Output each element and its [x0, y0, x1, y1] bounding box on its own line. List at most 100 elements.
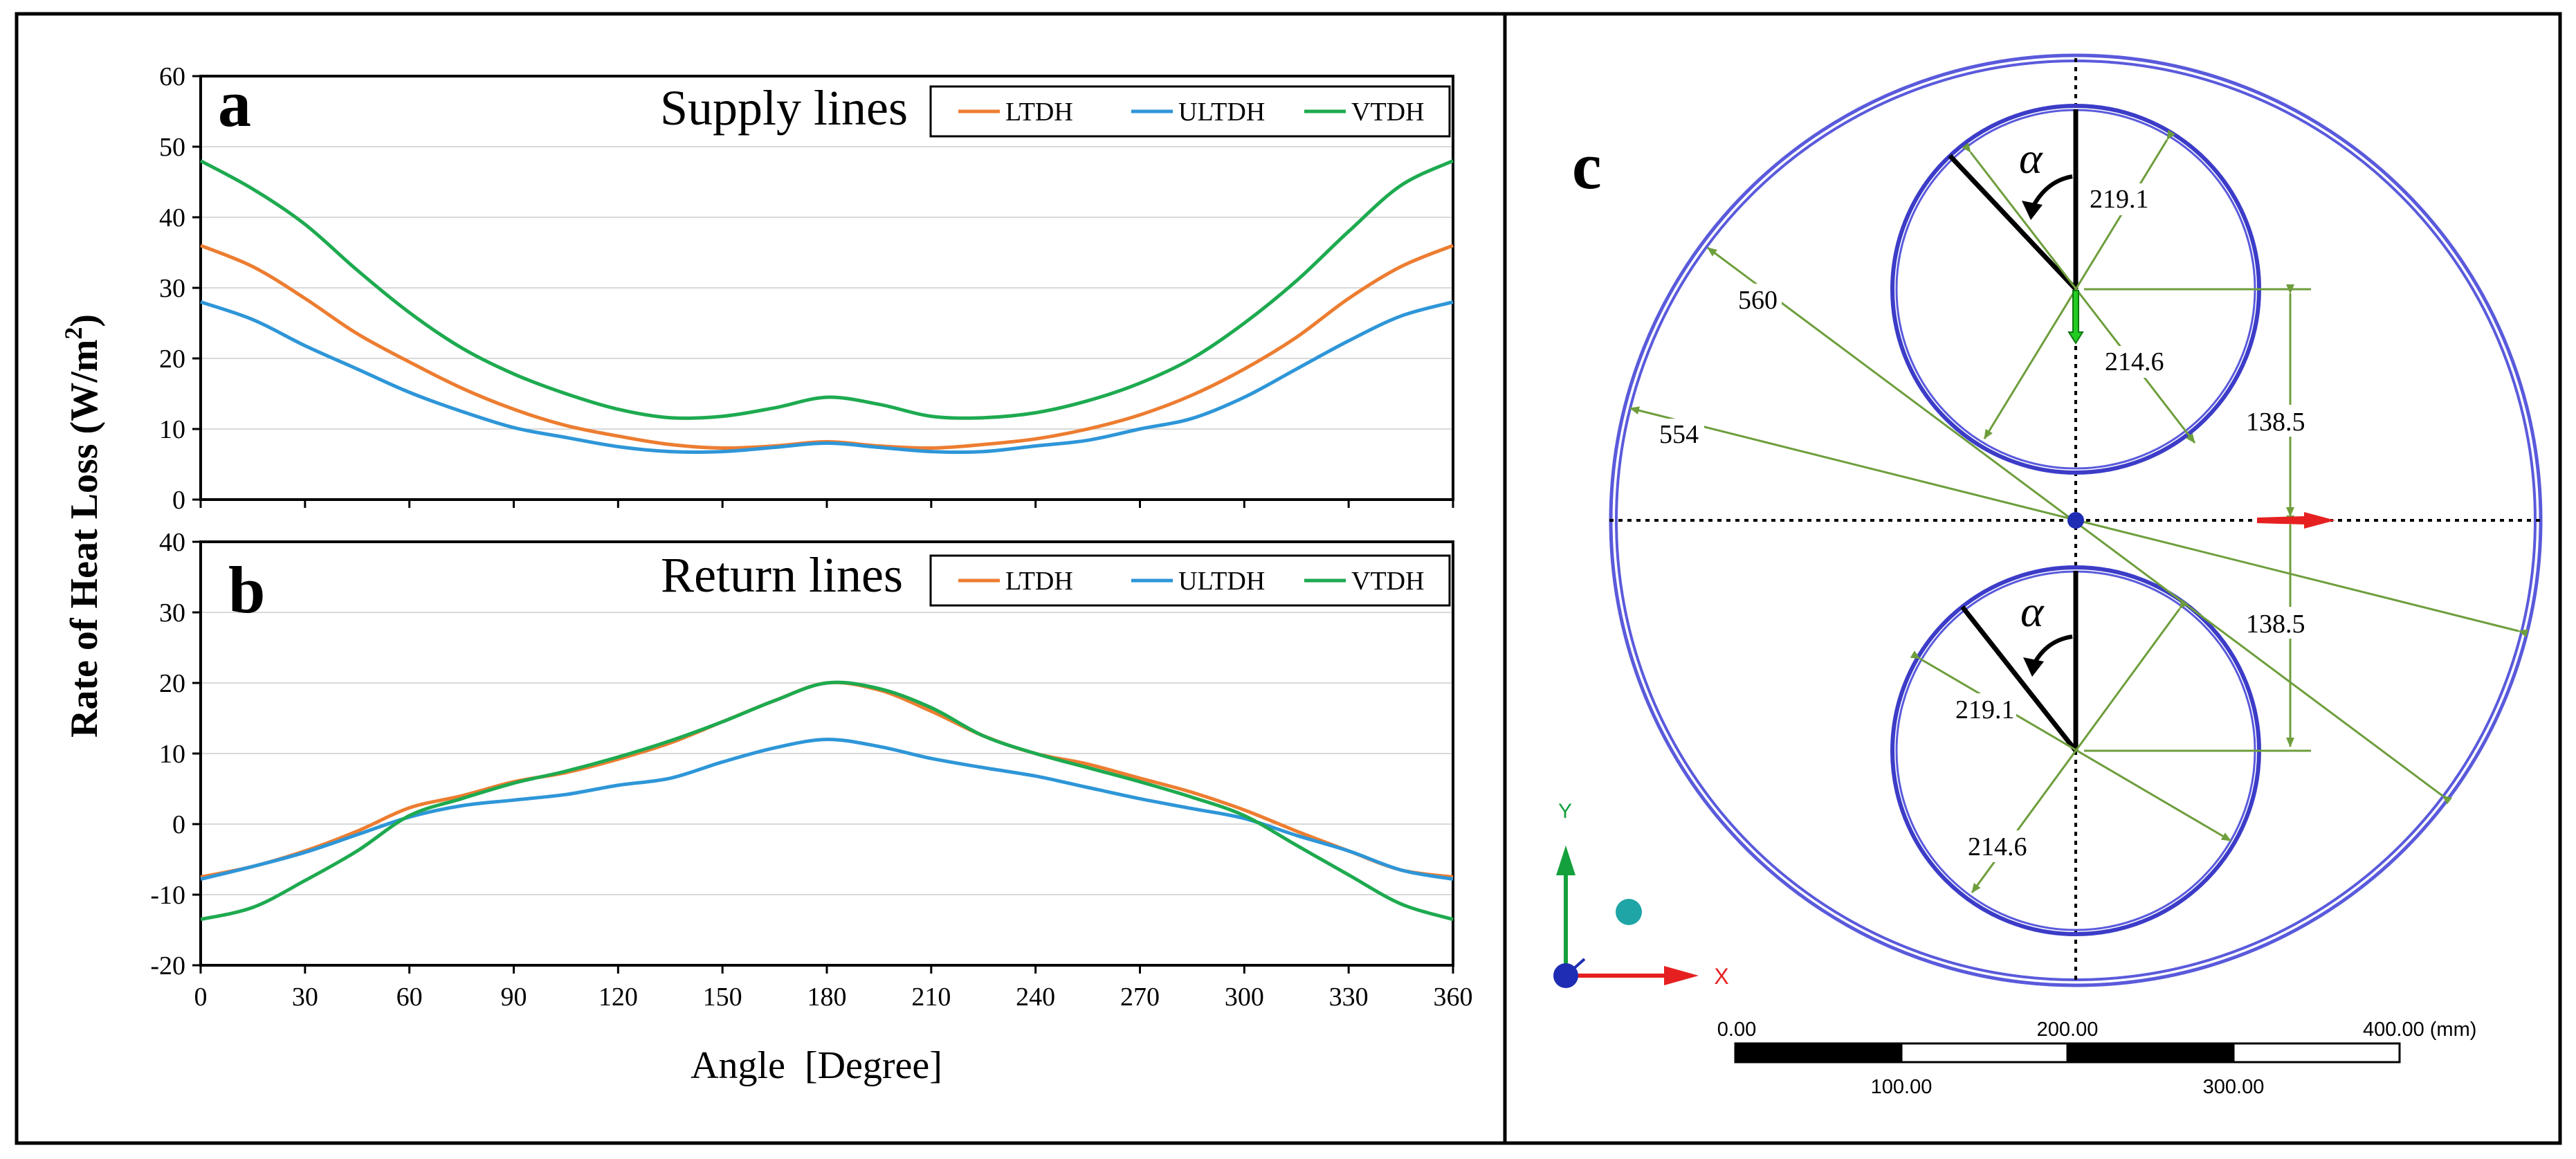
x-tick-label: 120 — [599, 983, 638, 1012]
y-tick-label: 40 — [159, 528, 185, 557]
legend-label-ltdh: LTDH — [1005, 567, 1073, 596]
y-axis-label-sup: 2 — [60, 327, 87, 340]
x-tick-label: 300 — [1225, 983, 1264, 1012]
panel-letter-a: a — [218, 66, 251, 140]
dim-label-214-top: 214.6 — [2105, 347, 2164, 376]
y-tick-label: 10 — [159, 415, 185, 444]
label-bg-138-bottom — [2242, 607, 2318, 639]
alpha-symbol-top: α — [2019, 134, 2043, 183]
scale-seg-3 — [2066, 1042, 2235, 1064]
legend-label-vtdh: VTDH — [1351, 567, 1425, 596]
panel-letter-c: c — [1572, 129, 1602, 203]
alpha-arrowhead-top — [2022, 201, 2043, 220]
series-line-vtdh — [200, 680, 1454, 922]
dim-label-219-bottom: 219.1 — [1955, 695, 2015, 724]
label-bg-138-top — [2242, 405, 2318, 437]
series-b — [200, 680, 1454, 922]
x-tick-label: 270 — [1120, 983, 1160, 1012]
x-tick-label: 330 — [1329, 983, 1369, 1012]
ticks-a: 0 10 20 30 40 50 60 — [159, 62, 1454, 515]
x-tick-label: 360 — [1434, 983, 1473, 1012]
label-bg-214-bottom — [1965, 830, 2029, 862]
scale-seg-2 — [1900, 1042, 2069, 1064]
triad-y-label: Y — [1558, 800, 1572, 823]
y-tick-label: 40 — [159, 203, 185, 232]
dimension-labels: 560 554 219.1 214.6 138.5 138.5 219.1 21… — [1656, 183, 2318, 862]
ticks-b: -20 -10 0 10 20 30 40 0 30 60 90 120 150 180 210 240 270… — [150, 528, 1472, 1012]
alpha-arrowhead-bottom — [2023, 657, 2044, 677]
x-axis-label: Angle [Degree] — [691, 1044, 942, 1087]
chart-supply-lines: 0 10 20 30 40 50 60 a Supply lines LTDH ULTDH VT… — [159, 62, 1454, 515]
legend-label-vtdh: VTDH — [1351, 98, 1425, 127]
y-tick-label: 20 — [159, 345, 185, 374]
chart-return-lines: -20 -10 0 10 20 30 40 0 30 60 90 120 150 180 210 240 270… — [150, 528, 1472, 1012]
y-tick-label: 60 — [159, 62, 185, 91]
dim-label-138-bottom: 138.5 — [2246, 610, 2305, 639]
y-tick-label: 20 — [159, 669, 185, 698]
y-tick-label: -20 — [150, 951, 185, 980]
y-tick-label: 30 — [159, 274, 185, 303]
legend-label-ultdh: ULTDH — [1178, 567, 1265, 596]
dim-label-214-bottom: 214.6 — [1968, 832, 2027, 861]
alpha-radius-top — [1948, 154, 2078, 291]
y-tick-label: 10 — [159, 740, 185, 769]
dim-214-bottom-line — [1910, 650, 2231, 842]
series-line-ltdh — [200, 680, 1454, 879]
scale-label-400: 400.00 (mm) — [2363, 1019, 2476, 1041]
legend-label-ultdh: ULTDH — [1178, 98, 1265, 127]
y-tick-label: 0 — [172, 486, 185, 515]
x-tick-label: 30 — [292, 983, 318, 1012]
series-line-ultdh — [200, 738, 1454, 882]
chart-title-a: Supply lines — [660, 80, 908, 136]
label-bg-219-top — [2087, 183, 2150, 215]
dim-label-560: 560 — [1738, 286, 1778, 315]
legend-b: LTDH ULTDH VTDH — [929, 554, 1451, 607]
scale-label-300: 300.00 — [2203, 1076, 2265, 1098]
y-tick-label: -10 — [150, 881, 185, 910]
label-bg-554 — [1656, 419, 1704, 450]
series-line-ultdh — [200, 300, 1454, 455]
outer-frame — [15, 12, 2562, 1145]
label-bg-219-bottom — [1953, 693, 2016, 725]
center-origin-dot — [2067, 512, 2084, 529]
pipe-cross-section-diagram: α α 560 554 219.1 214 — [1553, 53, 2543, 1098]
y-axis-label-close: ) — [63, 314, 106, 327]
label-bg-560 — [1733, 284, 1782, 316]
legend-box — [929, 85, 1451, 138]
x-tick-label: 210 — [911, 983, 951, 1012]
x-tick-label: 90 — [501, 983, 527, 1012]
dim-214-top-line — [1962, 143, 2196, 444]
y-tick-label: 50 — [159, 133, 185, 162]
chart-title-b: Return lines — [661, 547, 903, 603]
legend-box — [929, 554, 1451, 607]
scale-label-0: 0.00 — [1717, 1019, 1756, 1041]
triad-x-label: X — [1714, 964, 1728, 989]
triad-origin-sphere — [1553, 963, 1578, 988]
scale-seg-1 — [1734, 1042, 1903, 1064]
series-line-ltdh — [200, 244, 1454, 450]
x-tick-label: 150 — [703, 983, 742, 1012]
x-tick-label: 240 — [1016, 983, 1055, 1012]
triad-x-arrowhead — [1664, 966, 1699, 985]
series-line-vtdh — [199, 159, 1454, 420]
alpha-radius-bottom — [1960, 605, 2078, 753]
scale-label-100: 100.00 — [1871, 1076, 1933, 1098]
dim-label-554: 554 — [1659, 420, 1699, 449]
grid-b — [201, 612, 1453, 895]
dim-label-219-top: 219.1 — [2090, 185, 2149, 214]
legend-a: LTDH ULTDH VTDH — [929, 85, 1451, 138]
scale-label-200: 200.00 — [2037, 1019, 2099, 1041]
scale-seg-4 — [2232, 1042, 2401, 1064]
coordinate-triad: Y X — [1553, 800, 1729, 989]
triad-cyan-sphere — [1616, 899, 1642, 925]
y-axis-label-main: Rate of Heat Loss (W/m — [63, 340, 106, 738]
scale-bar: 0.00 200.00 400.00 (mm) 100.00 300.00 — [1717, 1019, 2477, 1098]
panel-letter-b: b — [228, 553, 265, 627]
x-tick-label: 60 — [396, 983, 423, 1012]
y-tick-label: 0 — [172, 810, 185, 839]
series-a — [199, 159, 1454, 455]
triad-y-arrowhead — [1556, 846, 1575, 875]
x-tick-label: 180 — [807, 983, 847, 1012]
label-bg-214-top — [2103, 346, 2167, 378]
